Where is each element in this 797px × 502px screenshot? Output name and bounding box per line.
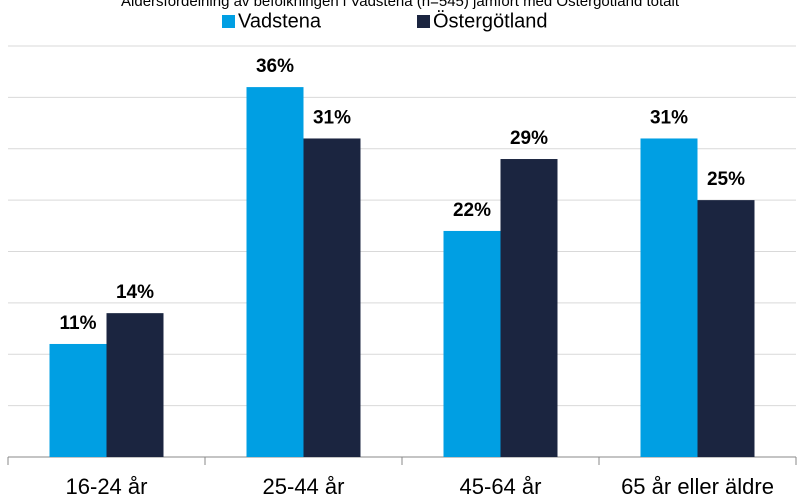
x-tick-label: 45-64 år [460,474,542,499]
value-label: 22% [453,200,491,221]
bar [500,159,558,457]
value-label: 36% [256,56,294,77]
legend-swatch [222,15,235,28]
legend-label: Vadstena [238,10,322,32]
bar [697,200,755,457]
chart-title: Åldersfördelning av befolkningen i Vadst… [121,0,680,10]
bar [640,138,698,457]
legend-swatch [417,15,430,28]
bar [49,343,107,457]
value-label: 31% [313,107,351,128]
bar [106,313,164,457]
x-tick-label: 16-24 år [66,474,148,499]
value-label: 14% [116,282,154,303]
bar [303,138,361,457]
legend-label: Östergötland [433,10,548,32]
value-label: 25% [707,169,745,190]
x-tick-label: 65 år eller äldre [621,474,774,499]
x-tick-label: 25-44 år [263,474,345,499]
value-label: 31% [650,107,688,128]
value-label: 11% [60,313,97,334]
bar [246,87,304,457]
value-label: 29% [510,128,548,149]
bar [443,230,501,457]
